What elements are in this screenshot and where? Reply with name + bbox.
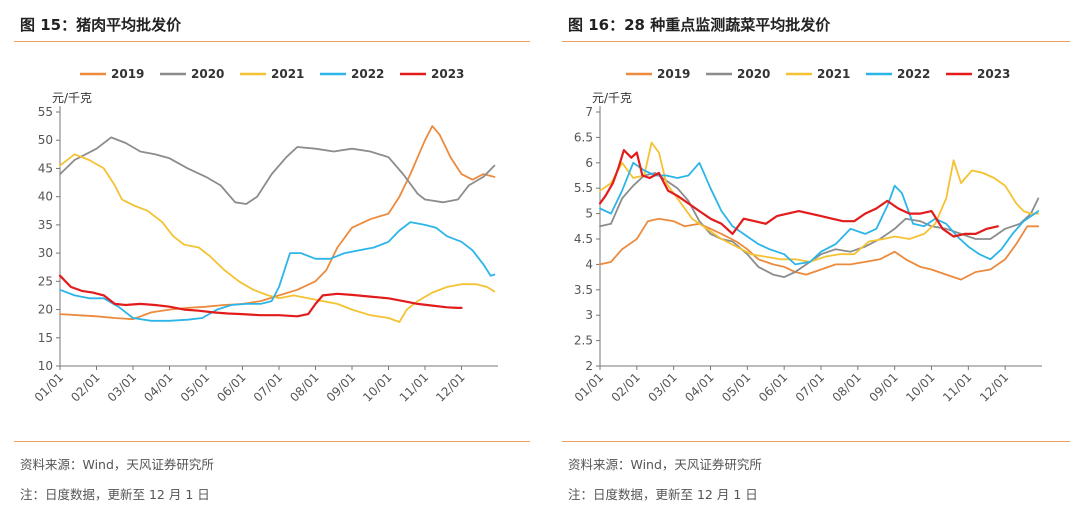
- legend-label-2020: 2020: [737, 67, 770, 81]
- legend-label-2023: 2023: [431, 67, 464, 81]
- y-tick-label: 55: [38, 105, 53, 119]
- y-tick-label: 40: [38, 190, 53, 204]
- update-note: 注：日度数据，更新至 12 月 1 日: [20, 487, 210, 502]
- legend-label-2023: 2023: [977, 67, 1010, 81]
- x-tick-label: 02/01: [68, 370, 102, 404]
- right-panel: 图 16：28 种重点监测蔬菜平均批发价 2019 2020 2021 2022 202…: [548, 0, 1080, 505]
- footer-divider: [14, 441, 530, 442]
- x-tick-label: 06/01: [214, 370, 248, 404]
- series-line-2023: [58, 274, 463, 318]
- title-divider: [14, 41, 530, 42]
- x-tick-label: 01/01: [32, 370, 66, 404]
- y-tick-label: 30: [38, 246, 53, 260]
- y-tick-label: 45: [38, 161, 53, 175]
- x-tick-label: 07/01: [251, 370, 285, 404]
- y-tick-label: 15: [38, 331, 53, 345]
- series-line-2020: [59, 136, 496, 205]
- y-tick-label: 20: [38, 303, 53, 317]
- legend: 2019 2020 2021 2022 2023: [80, 67, 464, 81]
- footer-divider: [562, 441, 1070, 442]
- x-tick-label: 05/01: [719, 370, 753, 404]
- y-axis-unit: 元/千克: [592, 91, 632, 105]
- y-tick-label: 25: [38, 274, 53, 288]
- x-tick-label: 06/01: [756, 370, 790, 404]
- y-tick-label: 6: [585, 156, 593, 170]
- x-tick-label: 07/01: [793, 370, 827, 404]
- y-tick-label: 4: [585, 257, 593, 271]
- source-note: 资料来源：Wind，天风证券研究所: [568, 457, 762, 472]
- y-tick-label: 10: [38, 359, 53, 373]
- legend: 2019 2020 2021 2022 2023: [626, 67, 1010, 81]
- series-line-2020: [599, 172, 1040, 278]
- pork-price-chart: 2019 2020 2021 2022 2023 元/千克 10 15 20 25 30 35 40 45…: [32, 67, 498, 405]
- x-tick-label: 12/01: [433, 370, 467, 404]
- update-note: 注：日度数据，更新至 12 月 1 日: [568, 487, 758, 502]
- x-tick-label: 10/01: [903, 370, 937, 404]
- series-line-2023: [598, 149, 999, 238]
- series-line-2022: [599, 161, 1040, 266]
- series-line-2021: [599, 141, 1040, 263]
- x-tick-label: 10/01: [360, 370, 394, 404]
- legend-label-2019: 2019: [657, 67, 690, 81]
- x-tick-label: 04/01: [141, 370, 175, 404]
- y-axis-unit: 元/千克: [52, 91, 92, 105]
- y-tick-label: 35: [38, 218, 53, 232]
- chart-title: 图 16：28 种重点监测蔬菜平均批发价: [568, 16, 831, 34]
- x-tick-label: 04/01: [682, 370, 716, 404]
- x-tick-label: 08/01: [287, 370, 321, 404]
- legend-label-2021: 2021: [817, 67, 850, 81]
- y-tick-label: 2: [585, 359, 593, 373]
- x-tick-label: 01/01: [572, 370, 606, 404]
- x-tick-label: 11/01: [940, 370, 974, 404]
- left-panel: 图 15：猪肉平均批发价 2019 2020 2021 2022 2023 元/千克 10 1…: [14, 16, 530, 502]
- source-note: 资料来源：Wind，天风证券研究所: [20, 457, 214, 472]
- legend-label-2021: 2021: [271, 67, 304, 81]
- y-tick-label: 4.5: [574, 232, 593, 246]
- series-line-2022: [59, 221, 496, 322]
- y-tick-label: 3: [585, 308, 593, 322]
- y-tick-label: 5.5: [574, 181, 593, 195]
- series-line-2019: [599, 217, 1040, 281]
- legend-label-2022: 2022: [351, 67, 384, 81]
- chart-title: 图 15：猪肉平均批发价: [20, 16, 182, 34]
- y-tick-label: 5: [585, 207, 593, 221]
- y-tick-label: 2.5: [574, 334, 593, 348]
- x-tick-label: 09/01: [866, 370, 900, 404]
- x-tick-label: 11/01: [397, 370, 431, 404]
- legend-label-2020: 2020: [191, 67, 224, 81]
- x-tick-label: 03/01: [105, 370, 139, 404]
- vegetable-price-chart: 2019 2020 2021 2022 2023 元/千克 2 2.5 3 3.5 4 4.5 5 5.5…: [572, 67, 1042, 405]
- x-tick-label: 12/01: [977, 370, 1011, 404]
- x-tick-label: 09/01: [324, 370, 358, 404]
- x-tick-label: 05/01: [178, 370, 212, 404]
- x-tick-label: 02/01: [609, 370, 643, 404]
- y-tick-label: 3.5: [574, 283, 593, 297]
- title-divider: [562, 41, 1070, 42]
- x-tick-label: 03/01: [645, 370, 679, 404]
- x-tick-label: 08/01: [830, 370, 864, 404]
- y-tick-label: 6.5: [574, 130, 593, 144]
- y-tick-label: 7: [585, 105, 593, 119]
- y-tick-label: 50: [38, 133, 53, 147]
- series-line-2019: [59, 125, 496, 321]
- legend-label-2022: 2022: [897, 67, 930, 81]
- legend-label-2019: 2019: [111, 67, 144, 81]
